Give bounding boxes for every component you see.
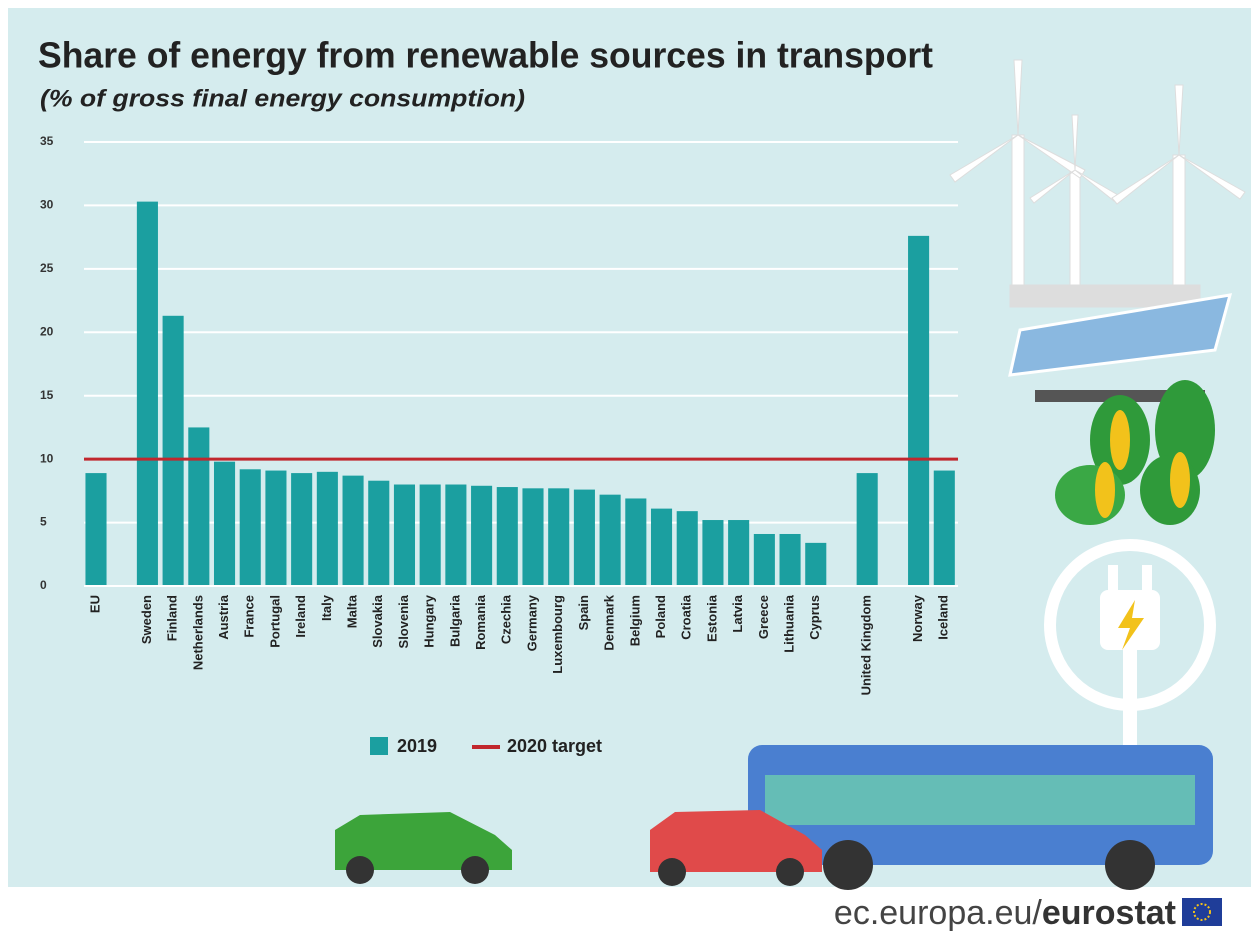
y-tick-label: 0 [40, 578, 47, 592]
bar [291, 473, 313, 586]
bar [753, 533, 775, 586]
x-tick-label: Croatia [679, 594, 694, 640]
crops [1055, 380, 1215, 525]
bar [805, 542, 827, 586]
x-tick-label: Portugal [267, 595, 282, 648]
bar [676, 511, 698, 586]
bar [316, 471, 338, 586]
x-tick-label: France [242, 595, 257, 638]
y-tick-label: 30 [40, 198, 54, 212]
x-tick-label: Norway [910, 594, 925, 642]
x-tick-label: Sweden [139, 595, 154, 644]
cars [335, 810, 822, 886]
x-tick-label: United Kingdom [859, 595, 874, 695]
x-tick-label: Malta [344, 594, 359, 628]
chart-subtitle: (% of gross final energy consumption) [40, 85, 525, 112]
bar [342, 475, 364, 586]
bar [136, 201, 158, 586]
bar [496, 487, 518, 586]
source: ec.europa.eu/eurostat [834, 894, 1176, 932]
x-tick-label: Hungary [422, 594, 437, 648]
bar [599, 494, 621, 586]
y-tick-label: 5 [40, 515, 47, 529]
x-tick-label: Austria [216, 594, 231, 640]
y-tick-label: 25 [40, 261, 54, 275]
x-tick-label: Denmark [602, 594, 617, 650]
bar [162, 315, 184, 586]
y-tick-label: 10 [40, 451, 54, 465]
source-site: ec.europa.eu/ [834, 894, 1042, 932]
legend-label: 2019 [397, 736, 437, 756]
bar [85, 473, 107, 586]
bar [471, 485, 493, 586]
x-tick-label: Cyprus [807, 595, 822, 640]
bar [445, 484, 467, 586]
wind-turbines [949, 59, 1246, 308]
source-brand: eurostat [1042, 894, 1176, 932]
legend: 2019 2020 target [370, 736, 602, 756]
plug-icon [1044, 539, 1216, 745]
bar [702, 520, 724, 586]
bar [368, 480, 390, 586]
x-tick-label: Slovenia [396, 594, 411, 648]
x-tick-label: Czechia [499, 594, 514, 644]
bar [393, 484, 416, 586]
x-tick-label: Spain [576, 595, 591, 630]
bar [213, 461, 236, 586]
bar [239, 469, 261, 586]
x-tick-label: Germany [524, 594, 539, 651]
x-tick-label: Romania [473, 594, 488, 650]
legend-swatch [370, 737, 388, 755]
x-tick-label: Luxembourg [550, 595, 565, 674]
bar [728, 520, 750, 586]
bar [625, 498, 647, 586]
x-tick-label: Estonia [704, 594, 719, 642]
bar [419, 484, 441, 586]
x-tick-label: Netherlands [190, 595, 205, 670]
bar [573, 489, 595, 586]
x-tick-label: Belgium [627, 595, 642, 646]
bar [265, 470, 287, 586]
y-tick-label: 15 [40, 388, 54, 402]
legend-label: 2020 target [507, 736, 602, 756]
y-tick-label: 35 [40, 134, 54, 148]
x-tick-label: Bulgaria [447, 594, 462, 647]
eu-flag [1182, 898, 1222, 926]
bar [548, 488, 570, 586]
x-tick-label: Ireland [293, 595, 308, 638]
x-tick-label: Slovakia [370, 594, 385, 648]
bus [748, 745, 1213, 890]
chart-title: Share of energy from renewable sources i… [38, 35, 933, 76]
bar [933, 470, 955, 586]
bar [779, 533, 801, 586]
bar [522, 488, 544, 586]
plot: 0 5 10 15 20 25 30 35 EU Sweden Finland Netherlands… [40, 134, 958, 695]
x-tick-label: Italy [319, 594, 334, 621]
y-tick-label: 20 [40, 324, 54, 338]
x-tick-label: Latvia [730, 594, 745, 632]
bar [856, 473, 878, 586]
panel-bg [8, 8, 1251, 887]
x-tick-label: EU [87, 595, 102, 613]
x-tick-label: Greece [756, 595, 771, 639]
x-tick-label: Lithuania [781, 594, 796, 653]
bar [908, 235, 930, 587]
bar [650, 508, 673, 586]
x-tick-label: Poland [653, 595, 668, 638]
x-tick-label: Finland [165, 595, 180, 641]
bar [188, 427, 210, 586]
x-tick-label: Iceland [936, 595, 951, 640]
